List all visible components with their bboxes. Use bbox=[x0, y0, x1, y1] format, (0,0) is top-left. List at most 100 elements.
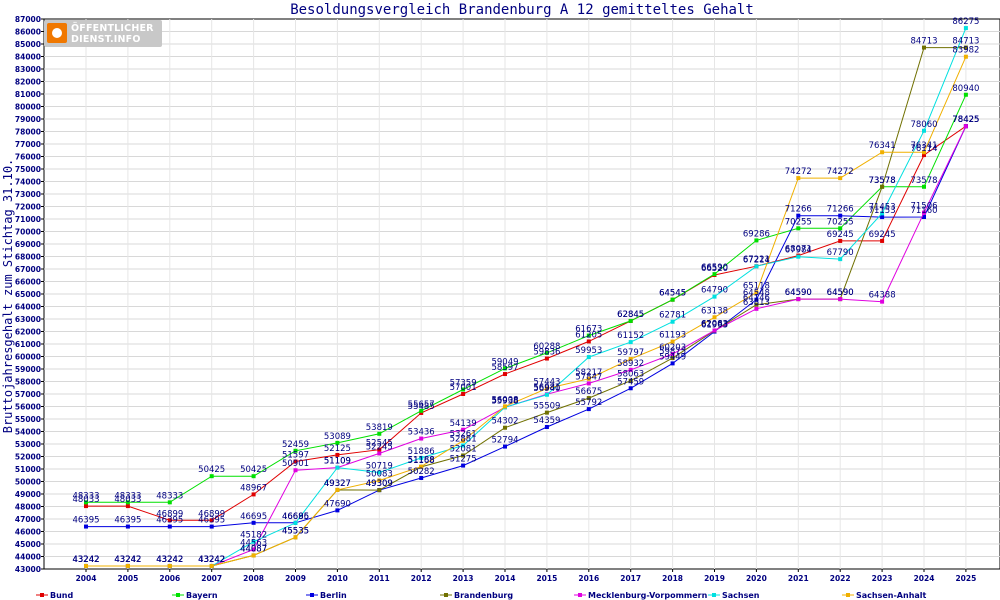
data-label: 58597 bbox=[491, 363, 518, 373]
data-label: 48333 bbox=[156, 491, 183, 501]
data-point bbox=[251, 492, 256, 497]
data-point bbox=[503, 444, 507, 449]
data-point bbox=[84, 504, 88, 509]
data-label: 58932 bbox=[617, 359, 644, 369]
data-label: 70255 bbox=[827, 217, 854, 227]
data-point bbox=[880, 238, 885, 243]
data-label: 43242 bbox=[72, 555, 99, 565]
data-label: 48033 bbox=[114, 495, 141, 505]
data-point bbox=[419, 410, 424, 415]
data-point bbox=[503, 404, 507, 409]
data-label: 69286 bbox=[743, 229, 770, 239]
data-label: 49309 bbox=[366, 479, 393, 489]
data-point bbox=[586, 339, 591, 344]
data-point bbox=[335, 508, 340, 513]
data-label: 73578 bbox=[910, 176, 937, 186]
data-point bbox=[209, 474, 214, 479]
y-tick-label: 44000 bbox=[15, 553, 41, 562]
data-label: 43242 bbox=[114, 555, 141, 565]
y-tick-label: 54000 bbox=[15, 428, 41, 437]
data-label: 58063 bbox=[617, 370, 644, 380]
x-tick-label: 2022 bbox=[830, 574, 851, 583]
data-point bbox=[670, 361, 675, 366]
x-tick-label: 2010 bbox=[327, 574, 348, 583]
data-point bbox=[963, 124, 968, 129]
data-point bbox=[503, 425, 507, 430]
data-point bbox=[586, 333, 591, 338]
data-point bbox=[922, 128, 926, 133]
data-label: 51109 bbox=[324, 457, 351, 467]
data-label: 56940 bbox=[533, 384, 560, 394]
data-label: 45182 bbox=[240, 531, 267, 541]
data-label: 65118 bbox=[743, 282, 770, 292]
data-point bbox=[628, 378, 633, 383]
data-label: 78060 bbox=[910, 120, 937, 130]
data-point bbox=[461, 443, 466, 448]
data-label: 62083 bbox=[701, 319, 728, 329]
data-label: 59049 bbox=[491, 357, 518, 367]
data-label: 43242 bbox=[156, 555, 183, 565]
data-label: 74272 bbox=[785, 167, 812, 177]
data-point bbox=[251, 474, 256, 479]
data-label: 43242 bbox=[72, 555, 99, 565]
data-point bbox=[209, 518, 214, 523]
data-label: 67790 bbox=[827, 248, 854, 258]
legend: Bund Bayern Berlin Brandenburg Mecklenburg-V… bbox=[36, 591, 927, 600]
legend-label: Brandenburg bbox=[454, 591, 513, 600]
data-label: 71453 bbox=[869, 202, 896, 212]
y-tick-label: 67000 bbox=[15, 265, 41, 274]
legend-swatch-marker bbox=[578, 593, 582, 597]
data-label: 52125 bbox=[324, 444, 351, 454]
data-point bbox=[880, 215, 885, 220]
data-label: 63138 bbox=[701, 306, 728, 316]
data-point bbox=[586, 355, 591, 360]
data-label: 43242 bbox=[156, 555, 183, 565]
data-label: 62781 bbox=[659, 311, 686, 321]
data-label: 73578 bbox=[869, 176, 896, 186]
data-point bbox=[251, 539, 256, 544]
data-point bbox=[377, 451, 382, 456]
data-label: 69245 bbox=[827, 230, 854, 240]
data-label: 56675 bbox=[575, 387, 602, 397]
y-tick-label: 50000 bbox=[15, 478, 41, 487]
data-label: 50425 bbox=[198, 465, 225, 475]
y-tick-label: 48000 bbox=[15, 503, 41, 512]
data-point bbox=[544, 356, 549, 361]
logo-text-line1: ÖFFENTLICHER bbox=[71, 23, 154, 34]
data-label: 71506 bbox=[910, 202, 937, 212]
x-tick-label: 2019 bbox=[704, 574, 725, 583]
data-point bbox=[544, 425, 549, 430]
data-point bbox=[838, 176, 843, 181]
data-point bbox=[754, 264, 759, 269]
logo-text-line2: DIENST.INFO bbox=[71, 34, 141, 45]
data-label: 54139 bbox=[450, 419, 477, 429]
x-tick-label: 2023 bbox=[872, 574, 893, 583]
data-label: 61193 bbox=[659, 331, 686, 341]
data-point bbox=[293, 459, 298, 464]
y-tick-label: 62000 bbox=[15, 328, 41, 337]
series-line-3 bbox=[86, 125, 967, 528]
data-point bbox=[377, 470, 382, 475]
y-tick-label: 87000 bbox=[15, 15, 41, 24]
data-label: 59449 bbox=[659, 352, 686, 362]
x-tick-label: 2025 bbox=[955, 574, 976, 583]
data-point bbox=[670, 356, 675, 361]
data-label: 50901 bbox=[282, 459, 309, 469]
data-label: 60288 bbox=[533, 342, 560, 352]
data-label: 43242 bbox=[114, 555, 141, 565]
brand-logo: ÖFFENTLICHER DIENST.INFO bbox=[44, 20, 162, 47]
data-label: 55792 bbox=[575, 398, 602, 408]
data-label: 43242 bbox=[198, 555, 225, 565]
data-label: 49309 bbox=[366, 479, 393, 489]
data-label: 64388 bbox=[869, 291, 896, 301]
x-tick-label: 2024 bbox=[914, 574, 935, 583]
data-label: 57443 bbox=[533, 377, 560, 387]
data-label: 56981 bbox=[533, 383, 560, 393]
data-label: 52545 bbox=[366, 439, 393, 449]
x-tick-label: 2015 bbox=[536, 574, 557, 583]
data-point bbox=[838, 297, 843, 302]
legend-label: Sachsen-Anhalt bbox=[856, 591, 927, 600]
y-tick-label: 85000 bbox=[15, 40, 41, 49]
data-label: 44087 bbox=[240, 544, 267, 554]
